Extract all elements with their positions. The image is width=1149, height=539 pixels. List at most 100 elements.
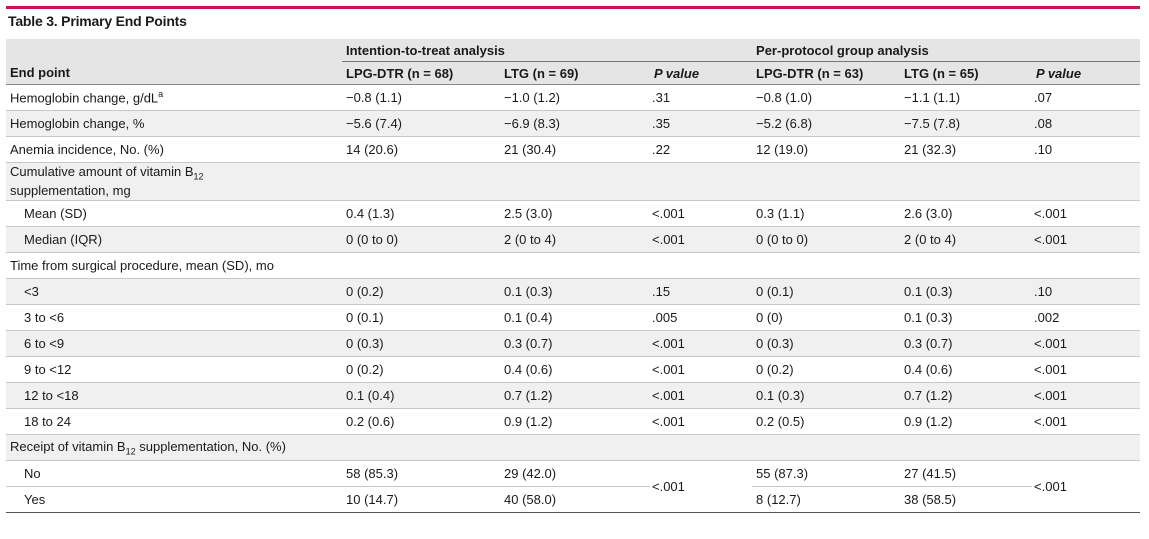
table-row: 9 to <12 0 (0.2) 0.4 (0.6) <.001 0 (0.2)… [6,356,1141,383]
cell: 0.2 (0.6) [342,408,500,435]
cell: 38 (58.5) [900,486,1033,513]
cell: 0 (0.2) [342,356,500,383]
cell: 29 (42.0) [500,460,650,487]
cell: 0 (0.2) [342,278,500,305]
p-value-cell: <.001 [650,408,753,435]
cell: 8 (12.7) [752,486,901,513]
footnote-marker: a [158,89,164,100]
p-value-cell: <.001 [650,382,753,409]
cell: −0.8 (1.0) [752,84,901,111]
cell: −7.5 (7.8) [900,110,1033,137]
cell: 0 (0.1) [342,304,500,331]
cell [342,162,500,201]
table-row: 3 to <6 0 (0.1) 0.1 (0.4) .005 0 (0) 0.1… [6,304,1141,331]
p-value-cell: .22 [650,136,753,163]
row-label: No [6,460,342,487]
cell: −1.1 (1.1) [900,84,1033,111]
p-value-cell: <.001 [650,460,753,513]
row-label: Time from surgical procedure, mean (SD),… [6,252,1141,279]
p-value-cell: .10 [1032,278,1141,305]
cell [900,162,1033,201]
primary-end-points-table: Intention-to-treat analysis Per-protocol… [6,39,1141,513]
cell: 58 (85.3) [342,460,500,487]
row-label: Hemoglobin change, g/dLa [6,84,342,111]
p-value-cell: .31 [650,84,753,111]
cell: 0.3 (0.7) [900,330,1033,357]
table-row: Yes 10 (14.7) 40 (58.0) 8 (12.7) 38 (58.… [6,486,1140,513]
row-label-text: supplementation, No. (%) [135,438,286,454]
row-label: <3 [6,278,342,305]
row-label: Anemia incidence, No. (%) [6,136,342,163]
cell: −5.2 (6.8) [752,110,901,137]
col-end-point: End point [6,61,342,85]
table-row: 18 to 24 0.2 (0.6) 0.9 (1.2) <.001 0.2 (… [6,408,1141,435]
cell: −1.0 (1.2) [500,84,650,111]
row-label: 6 to <9 [6,330,342,357]
row-label: 12 to <18 [6,382,342,409]
cell: −0.8 (1.1) [342,84,500,111]
col-pp-p-label: P value [1036,65,1082,81]
blank-header [6,39,342,62]
row-label: 9 to <12 [6,356,342,383]
p-value-cell: <.001 [1032,226,1141,253]
cell: 0.1 (0.3) [500,278,650,305]
row-label: Cumulative amount of vitamin B12 suppleme… [6,162,342,201]
cell: 14 (20.6) [342,136,500,163]
cell: 21 (32.3) [900,136,1033,163]
cell: 2.6 (3.0) [900,200,1033,227]
group-pp: Per-protocol group analysis [752,39,1141,62]
cell: 0.1 (0.3) [900,304,1033,331]
cell: 0.7 (1.2) [500,382,650,409]
col-itt-ltg: LTG (n = 69) [500,61,650,85]
table-row: No 58 (85.3) 29 (42.0) <.001 55 (87.3) 2… [6,460,1141,513]
table-row: Hemoglobin change, % −5.6 (7.4) −6.9 (8.… [6,110,1141,137]
cell: 2 (0 to 4) [900,226,1033,253]
cell: 0.9 (1.2) [900,408,1033,435]
cell: 27 (41.5) [900,460,1033,487]
p-value-cell: <.001 [1032,408,1141,435]
subscript: 12 [193,171,204,182]
cell [1032,162,1141,201]
cell: 0.3 (1.1) [752,200,901,227]
p-value-cell: .002 [1032,304,1141,331]
cell: 0.4 (1.3) [342,200,500,227]
row-label-text: Hemoglobin change, g/dL [10,90,159,106]
col-itt-lpg: LPG-DTR (n = 68) [342,61,500,85]
p-value-cell: .10 [1032,136,1141,163]
table-title: Table 3. Primary End Points [8,13,187,29]
table-row: Hemoglobin change, g/dLa −0.8 (1.1) −1.0… [6,84,1141,111]
row-label: Hemoglobin change, % [6,110,342,137]
cell: 0 (0 to 0) [342,226,500,253]
col-pp-lpg: LPG-DTR (n = 63) [752,61,901,85]
cell [650,162,753,201]
p-value-cell: <.001 [1032,460,1141,513]
cell: 2 (0 to 4) [500,226,650,253]
table-row: Mean (SD) 0.4 (1.3) 2.5 (3.0) <.001 0.3 … [6,200,1141,227]
p-value-cell: .005 [650,304,753,331]
cell [752,162,901,201]
p-value-cell: <.001 [650,356,753,383]
row-label: 18 to 24 [6,408,342,435]
p-value-cell: .35 [650,110,753,137]
cell: 21 (30.4) [500,136,650,163]
table-row: Time from surgical procedure, mean (SD),… [6,252,1141,279]
row-label-text: Cumulative amount of vitamin B [10,164,194,180]
column-header-row: End point LPG-DTR (n = 68) LTG (n = 69) … [6,61,1141,85]
p-value-cell: <.001 [1032,330,1141,357]
cell: 0.1 (0.4) [500,304,650,331]
cell: 0 (0 to 0) [752,226,901,253]
row-label: Receipt of vitamin B12 supplementation, … [6,434,1141,461]
cell: 0.4 (0.6) [500,356,650,383]
table-row: Median (IQR) 0 (0 to 0) 2 (0 to 4) <.001… [6,226,1141,253]
cell: −5.6 (7.4) [342,110,500,137]
cell: −6.9 (8.3) [500,110,650,137]
cell: 0 (0.3) [342,330,500,357]
cell: 0.3 (0.7) [500,330,650,357]
cell: 55 (87.3) [752,460,901,487]
table-row: 12 to <18 0.1 (0.4) 0.7 (1.2) <.001 0.1 … [6,382,1141,409]
table-row: Anemia incidence, No. (%) 14 (20.6) 21 (… [6,136,1141,163]
cell: 0.2 (0.5) [752,408,901,435]
p-value-cell: <.001 [1032,356,1141,383]
group-header-row: Intention-to-treat analysis Per-protocol… [6,39,1141,62]
col-itt-p: P value [650,61,753,85]
